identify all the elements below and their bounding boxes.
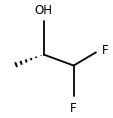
Text: F: F — [101, 44, 107, 57]
Text: F: F — [70, 102, 76, 115]
Text: OH: OH — [34, 4, 52, 17]
